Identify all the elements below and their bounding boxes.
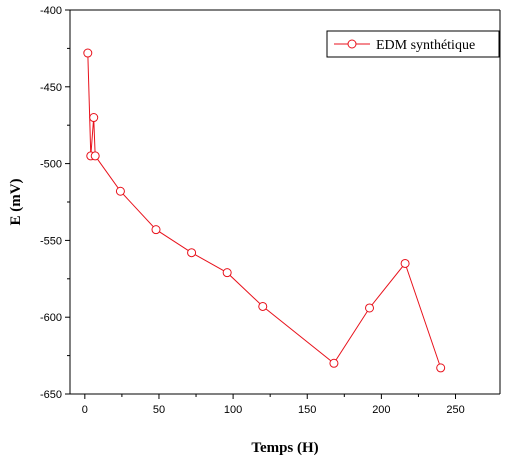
x-tick-label: 150	[298, 404, 316, 416]
data-point	[187, 248, 197, 258]
data-point	[400, 258, 410, 268]
x-tick-label: 250	[446, 404, 464, 416]
y-tick-label: -400	[40, 5, 62, 17]
y-tick-label: -550	[40, 235, 62, 247]
data-point	[83, 48, 93, 58]
data-point	[222, 268, 232, 278]
legend-label: EDM synthétique	[376, 38, 475, 53]
data-point	[151, 225, 161, 235]
y-tick-label: -600	[40, 312, 62, 324]
x-tick-label: 100	[224, 404, 242, 416]
data-point	[90, 151, 100, 161]
series-layer	[83, 48, 446, 373]
x-tick-label: 50	[153, 404, 165, 416]
data-point	[258, 301, 268, 311]
data-point	[329, 358, 339, 368]
x-axis-title: Temps (H)	[251, 440, 318, 456]
x-axis-ticks: 0 50 100 150 200 250	[82, 394, 465, 416]
y-axis-ticks: -400 -450 -500 -550 -600 -650	[40, 5, 70, 401]
y-tick-label: -650	[40, 389, 62, 401]
data-point	[365, 303, 375, 313]
y-axis-title: E (mV)	[8, 178, 24, 225]
series-line	[87, 52, 442, 369]
data-point	[115, 186, 125, 196]
legend-marker	[347, 39, 357, 49]
x-tick-label: 200	[372, 404, 390, 416]
x-tick-label: 0	[82, 404, 88, 416]
legend: EDM synthétique	[326, 30, 500, 58]
plot-frame	[69, 9, 501, 395]
data-point	[89, 113, 99, 123]
y-tick-label: -500	[40, 159, 62, 171]
y-tick-label: -450	[40, 82, 62, 94]
data-point	[436, 363, 446, 373]
